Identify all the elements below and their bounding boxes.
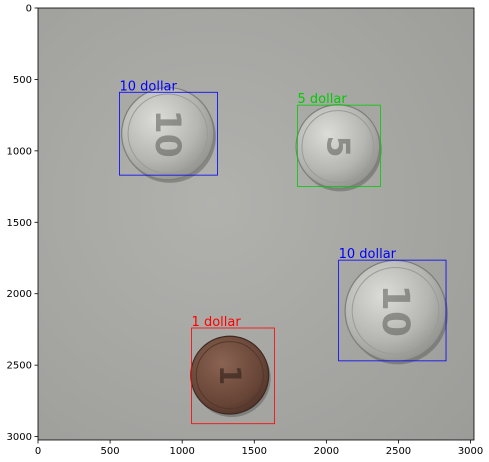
coin-4: 1 [190,335,271,418]
coin-rim [127,93,208,174]
coin-rim [301,110,375,184]
detection-label-4: 1 dollar [192,315,242,330]
y-tick-label: 3000 [7,432,32,443]
y-tick-label: 1000 [7,146,32,157]
axes-frame [37,7,475,441]
coin-3: 10 [344,259,449,365]
x-tick-label: 500 [101,446,120,457]
detection-boxes-layer: 10 dollar 5 dollar 10 dollar 1 dollar [119,79,447,425]
detection-label-3: 10 dollar [339,247,397,262]
x-tick-label: 3000 [458,446,483,457]
coin-numeral: 10 [147,110,187,158]
detection-label-2: 5 dollar [298,92,348,107]
y-axis: 0 500 1000 1500 2000 2500 3000 [7,4,38,443]
y-tick-label: 0 [26,4,32,15]
coin-numeral: 5 [319,136,355,158]
detection-label-1: 10 dollar [119,79,177,94]
coin-rim [195,341,264,410]
coin-face [190,335,270,415]
x-tick-label: 2500 [386,446,411,457]
coin-numeral: 1 [213,365,247,385]
x-tick-label: 1500 [242,446,267,457]
detection-box-4 [191,327,275,425]
photo-area: 10 5 10 1 [38,8,474,440]
coins-layer: 10 5 10 1 [121,86,449,418]
x-axis: 0 500 1000 1500 2000 2500 3000 [35,440,483,457]
x-tick-label: 0 [35,446,41,457]
coin-rim [351,266,440,355]
coin-1: 10 [121,86,216,183]
y-tick-label: 2500 [7,361,32,372]
detection-box-3 [338,259,447,362]
detection-box-2 [297,104,381,187]
y-tick-label: 2000 [7,289,32,300]
x-tick-label: 1000 [169,446,194,457]
y-tick-label: 1500 [7,218,32,229]
detection-box-1 [119,91,218,176]
coin-2: 5 [295,104,382,192]
coin-face [121,86,215,181]
coin-numeral: 10 [374,285,418,338]
x-tick-label: 2000 [314,446,339,457]
y-tick-label: 500 [13,75,32,86]
